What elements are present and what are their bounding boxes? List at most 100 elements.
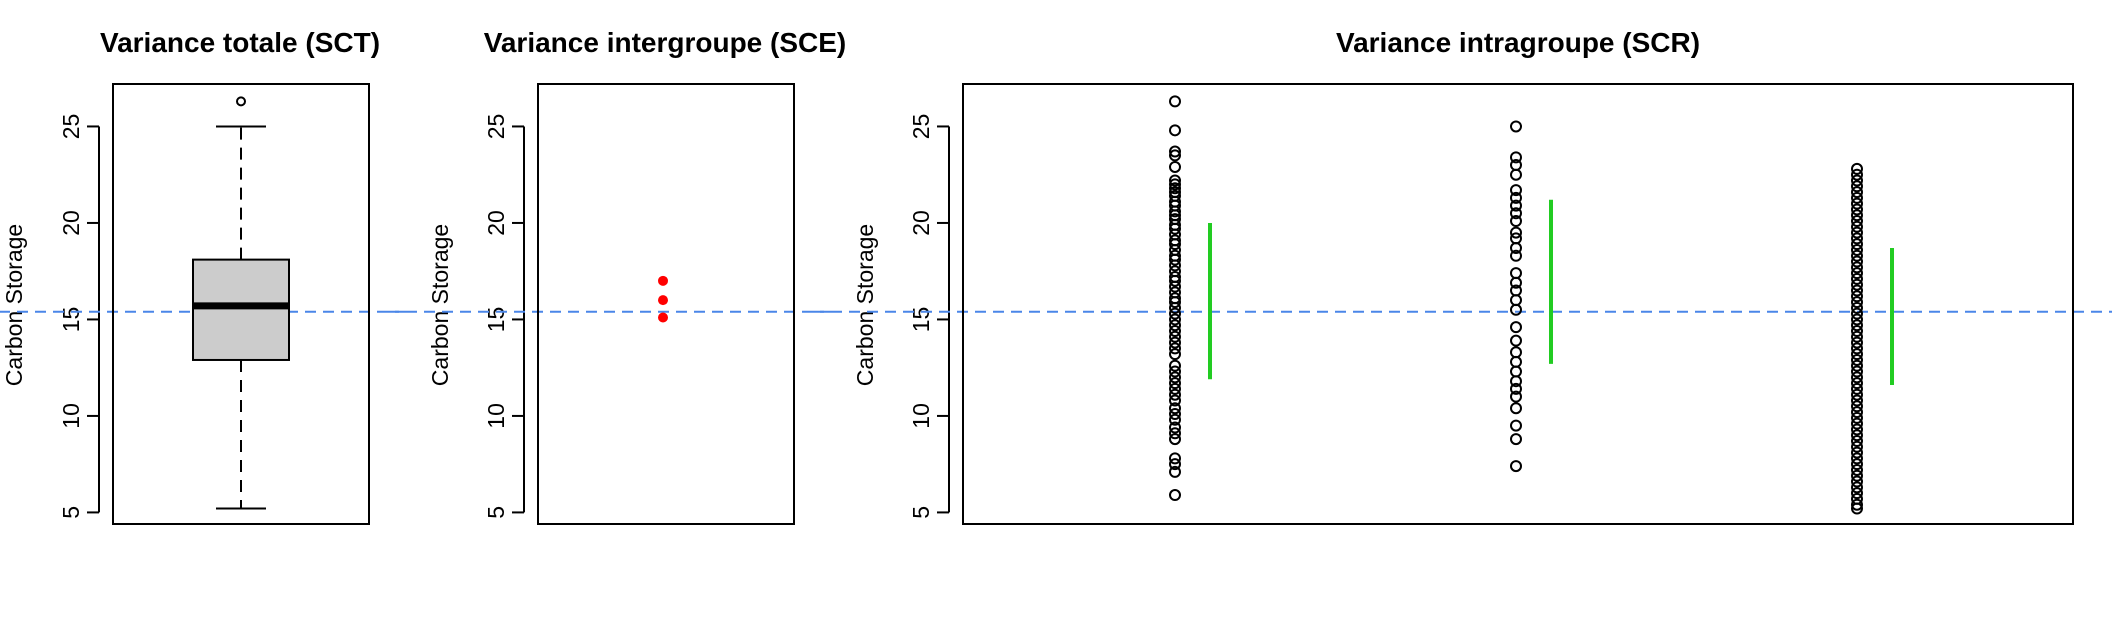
- panel-sct-y-axis: 5 10 15 20 25: [58, 114, 100, 519]
- group-1-point: [1169, 452, 1181, 465]
- group-1-point: [1169, 301, 1181, 314]
- panel-scr: Variance intragroupe (SCR) Carbon Storag…: [813, 27, 2112, 525]
- group-3-point: [1851, 452, 1863, 465]
- panel-sce-y-axis: 5 10 15 20 25: [483, 114, 525, 519]
- group-3-point: [1851, 191, 1863, 204]
- group-3-point: [1851, 220, 1863, 233]
- group-1-point: [1169, 402, 1181, 415]
- group-2-point: [1510, 390, 1522, 403]
- group-3-point: [1851, 446, 1863, 459]
- panel-sct-y-tick-label: 10: [58, 403, 84, 429]
- outlier-point: [236, 96, 246, 107]
- group-2-point: [1510, 460, 1522, 473]
- group-1-point: [1169, 160, 1181, 173]
- group-1-point: [1169, 371, 1181, 384]
- group-3-point: [1851, 174, 1863, 187]
- panel-scr-plot-area: [813, 95, 2112, 515]
- group-1-point: [1169, 253, 1181, 266]
- group-3-point: [1851, 226, 1863, 239]
- group-1-point: [1169, 413, 1181, 426]
- group-2-point: [1510, 382, 1522, 395]
- group-3-point: [1851, 330, 1863, 343]
- group-3-point: [1851, 388, 1863, 401]
- group-3-point: [1851, 371, 1863, 384]
- panel-sce-y-tick-label: 5: [483, 506, 509, 519]
- group-1-point: [1169, 458, 1181, 471]
- panel-scr-y-tick-label: 5: [908, 506, 934, 519]
- group-3-point: [1851, 377, 1863, 390]
- group-3-point: [1851, 284, 1863, 297]
- group-3-point: [1851, 429, 1863, 442]
- group-3-point: [1851, 319, 1863, 332]
- group-3-point: [1851, 417, 1863, 430]
- group-mean-point: [658, 275, 668, 286]
- group-1-point: [1169, 382, 1181, 395]
- group-3-point: [1851, 278, 1863, 291]
- group-3-point: [1851, 180, 1863, 193]
- group-2-point: [1510, 365, 1522, 378]
- group-3-point: [1851, 186, 1863, 199]
- group-1-point: [1169, 280, 1181, 293]
- panel-sce-y-tick-label: 25: [483, 114, 509, 140]
- group-3-point: [1851, 261, 1863, 274]
- group-1-point: [1169, 238, 1181, 251]
- panel-sct-y-tick-label: 25: [58, 114, 84, 140]
- group-mean-point: [658, 295, 668, 306]
- group-3-point: [1851, 481, 1863, 494]
- group-1-point: [1169, 433, 1181, 446]
- group-2-point: [1510, 226, 1522, 239]
- group-3-point: [1851, 325, 1863, 338]
- panel-scr-y-axis: 5 10 15 20 25: [908, 114, 950, 519]
- group-1-point: [1169, 348, 1181, 361]
- group-1-point: [1169, 313, 1181, 326]
- group-2-point: [1510, 249, 1522, 262]
- panel-sce-y-axis-label: Carbon Storage: [427, 224, 453, 386]
- group-1-point: [1169, 149, 1181, 162]
- group-3-point: [1851, 249, 1863, 262]
- group-3-point: [1851, 232, 1863, 245]
- box-iqr: [192, 258, 290, 361]
- group-2-point: [1510, 276, 1522, 289]
- group-3-point: [1851, 469, 1863, 482]
- panel-sce-y-tick-label: 20: [483, 210, 509, 236]
- group-3-point: [1851, 197, 1863, 210]
- panel-scr-y-tick-label: 15: [908, 307, 934, 333]
- group-3-point: [1851, 498, 1863, 511]
- group-1-point: [1169, 205, 1181, 218]
- group-2-point: [1510, 199, 1522, 212]
- group-1-point: [1169, 427, 1181, 440]
- panel-sce-y-tick-label: 15: [483, 307, 509, 333]
- group-3-point: [1851, 238, 1863, 251]
- panel-scr-y-tick-label: 20: [908, 210, 934, 236]
- group-1-point: [1169, 296, 1181, 309]
- group-3-point: [1851, 209, 1863, 222]
- group-1-point: [1169, 342, 1181, 355]
- group-2-point: [1510, 402, 1522, 415]
- group-2-point: [1510, 242, 1522, 255]
- group-2-point: [1510, 346, 1522, 359]
- panel-sct: Variance totale (SCT) Carbon Storage 5 10…: [0, 27, 409, 525]
- panel-sce-title: Variance intergroupe (SCE): [484, 27, 847, 58]
- group-1-point: [1169, 330, 1181, 343]
- group-1-point: [1169, 174, 1181, 187]
- group-3-point: [1851, 406, 1863, 419]
- group-3-point: [1851, 502, 1863, 515]
- group-3-point: [1851, 267, 1863, 280]
- group-3-point: [1851, 475, 1863, 488]
- group-3-point: [1851, 435, 1863, 448]
- group-3-point: [1851, 162, 1863, 175]
- group-2-point: [1510, 168, 1522, 181]
- group-1-point: [1169, 336, 1181, 349]
- group-3-point: [1851, 400, 1863, 413]
- group-1-point: [1169, 408, 1181, 420]
- group-3-point: [1851, 243, 1863, 256]
- group-3-point: [1851, 272, 1863, 285]
- group-2-point: [1510, 419, 1522, 432]
- group-1-point: [1169, 307, 1181, 320]
- group-2-point: [1510, 303, 1522, 316]
- group-1-point: [1169, 95, 1181, 108]
- group-3-point: [1851, 353, 1863, 366]
- group-3-point: [1851, 296, 1863, 309]
- panel-scr-title: Variance intragroupe (SCR): [1336, 27, 1700, 58]
- panel-scr-y-tick-label: 10: [908, 403, 934, 429]
